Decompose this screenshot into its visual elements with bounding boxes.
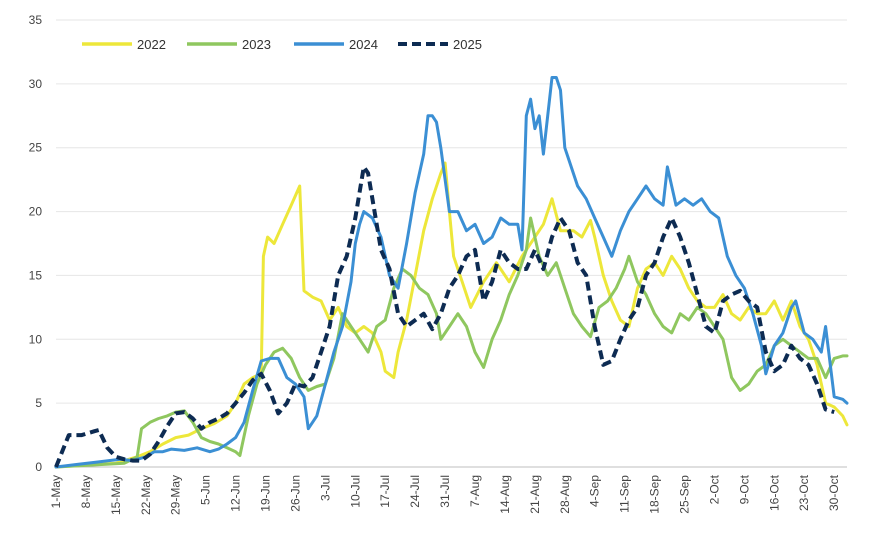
x-tick-label: 9-Oct: [737, 474, 751, 504]
x-tick-label: 4-Sep: [588, 475, 602, 507]
x-tick-label: 21-Aug: [528, 475, 542, 514]
legend-label-2022: 2022: [137, 37, 166, 52]
x-tick-label: 18-Sep: [648, 475, 662, 514]
x-tick-label: 24-Jul: [408, 475, 422, 508]
series-line-2025: [54, 164, 835, 468]
y-axis: 0 5 10 15 20 25 30 35: [29, 13, 43, 474]
x-axis: 1-May 8-May 15-May 22-May 29-May 5-Jun 12-Jun 1…: [49, 474, 841, 515]
x-tick-label: 19-Jun: [259, 475, 273, 512]
y-tick-label: 15: [29, 268, 43, 282]
y-tick-label: 10: [29, 332, 43, 346]
x-tick-label: 5-Jun: [199, 475, 213, 505]
x-tick-label: 25-Sep: [678, 475, 692, 514]
y-tick-label: 0: [35, 460, 42, 474]
x-tick-label: 12-Jun: [229, 475, 243, 512]
x-tick-label: 28-Aug: [558, 475, 572, 514]
x-tick-label: 3-Jul: [318, 475, 332, 501]
y-tick-label: 25: [29, 141, 43, 155]
x-tick-label: 30-Oct: [827, 474, 841, 511]
y-tick-label: 30: [29, 77, 43, 91]
legend-label-2024: 2024: [349, 37, 378, 52]
y-tick-label: 5: [35, 396, 42, 410]
x-tick-label: 26-Jun: [288, 475, 302, 512]
y-tick-label: 35: [29, 13, 43, 27]
series-line-2023: [54, 216, 849, 469]
series-line-2022: [54, 161, 849, 469]
series-line-2024: [54, 76, 849, 469]
x-tick-label: 11-Sep: [618, 475, 632, 513]
x-tick-label: 23-Oct: [797, 474, 811, 511]
x-tick-label: 16-Oct: [767, 474, 781, 511]
x-tick-label: 8-May: [79, 475, 93, 508]
x-tick-label: 31-Jul: [438, 475, 452, 508]
x-tick-label: 1-May: [49, 475, 63, 508]
x-tick-label: 14-Aug: [498, 475, 512, 514]
series-lines: [54, 76, 849, 469]
x-tick-label: 2-Oct: [707, 474, 721, 504]
x-tick-label: 15-May: [109, 475, 123, 515]
legend: 2022 2023 2024 2025: [82, 37, 482, 52]
x-tick-label: 29-May: [169, 475, 183, 515]
x-tick-label: 10-Jul: [348, 475, 362, 508]
legend-label-2025: 2025: [453, 37, 482, 52]
x-tick-label: 22-May: [139, 475, 153, 515]
legend-label-2023: 2023: [242, 37, 271, 52]
x-tick-label: 17-Jul: [378, 475, 392, 508]
y-tick-label: 20: [29, 205, 43, 219]
x-tick-label: 7-Aug: [468, 475, 482, 507]
